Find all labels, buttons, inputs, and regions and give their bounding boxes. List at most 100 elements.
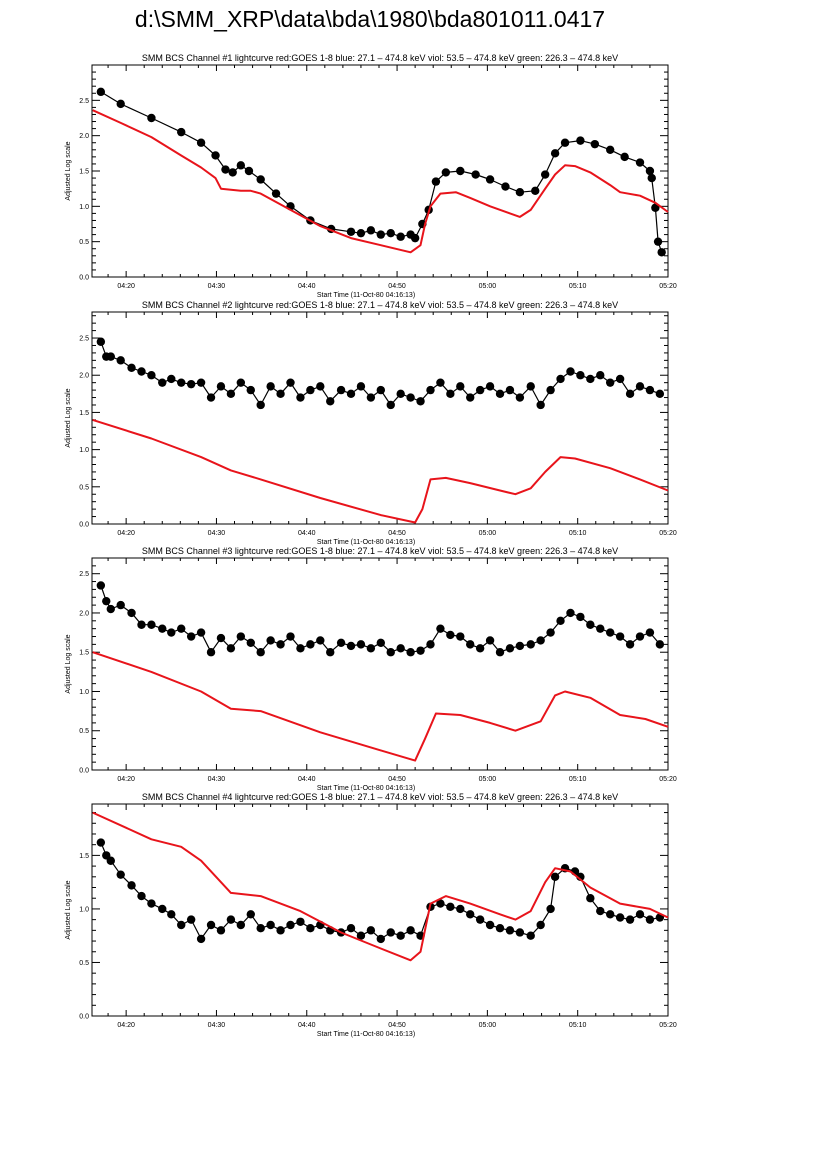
bcs-data-point <box>531 186 540 195</box>
panel-title: SMM BCS Channel #3 lightcurve red:GOES 1… <box>142 546 618 556</box>
bcs-data-point <box>546 904 555 914</box>
bcs-data-point <box>96 581 106 590</box>
bcs-data-point <box>546 385 555 395</box>
bcs-data-point <box>326 397 335 406</box>
bcs-data-point <box>386 400 395 410</box>
x-tick-label: 04:40 <box>298 283 316 290</box>
bcs-data-point <box>236 920 246 930</box>
bcs-data-point <box>244 166 254 176</box>
bcs-data-point <box>127 363 136 372</box>
x-tick-label: 04:50 <box>388 530 406 537</box>
bcs-data-point <box>196 628 206 637</box>
bcs-data-point <box>226 389 236 399</box>
x-tick-label: 05:00 <box>479 1022 497 1029</box>
bcs-data-point <box>635 382 645 391</box>
bcs-data-point <box>456 632 465 641</box>
goes-curve <box>92 651 669 762</box>
x-tick-label: 05:00 <box>479 283 497 290</box>
bcs-data-point <box>147 371 156 380</box>
bcs-data-point <box>216 633 226 643</box>
bcs-data-point <box>596 906 605 916</box>
bcs-curve <box>100 91 663 253</box>
bcs-data-point <box>137 891 146 901</box>
bcs-data-point <box>266 382 275 391</box>
x-tick-label: 04:40 <box>298 1022 316 1029</box>
y-axis-label: Adjusted Log scale <box>65 880 72 939</box>
x-tick-label: 04:30 <box>208 776 226 783</box>
bcs-data-point <box>196 378 206 387</box>
bcs-data-point <box>236 632 246 641</box>
main-title: d:\SMM_XRP\data\bda\1980\bda801011.0417 <box>134 6 606 32</box>
bcs-data-point <box>526 382 535 391</box>
bcs-data-point <box>336 638 346 647</box>
bcs-data-point <box>147 899 156 908</box>
bcs-data-point <box>346 924 356 933</box>
bcs-curve <box>100 341 661 406</box>
bcs-data-point <box>466 910 475 919</box>
y-tick-label: 2.5 <box>79 98 89 105</box>
bcs-data-point <box>426 385 435 395</box>
x-tick-label: 04:20 <box>117 1022 135 1029</box>
bcs-data-point <box>495 389 505 399</box>
bcs-data-point <box>246 385 255 395</box>
panel-3: SMM BCS Channel #3 lightcurve red:GOES 1… <box>65 546 677 792</box>
bcs-data-point <box>515 641 525 651</box>
bcs-data-point <box>475 915 485 924</box>
y-tick-label: 2.0 <box>79 373 89 380</box>
bcs-data-point <box>586 894 595 903</box>
bcs-data-point <box>116 870 125 879</box>
bcs-data-point <box>366 226 376 235</box>
bcs-data-point <box>102 596 111 606</box>
bcs-data-point <box>576 371 585 380</box>
bcs-data-point <box>326 648 335 657</box>
bcs-data-point <box>426 640 435 649</box>
bcs-data-point <box>246 638 255 647</box>
bcs-data-point <box>625 389 635 399</box>
goes-curve <box>92 109 669 254</box>
bcs-data-point <box>635 910 645 919</box>
bcs-data-point <box>366 926 376 935</box>
bcs-data-point <box>653 237 663 246</box>
bcs-data-point <box>236 161 246 170</box>
panel-1: SMM BCS Channel #1 lightcurve red:GOES 1… <box>65 53 677 299</box>
bcs-data-point <box>590 139 600 149</box>
bcs-data-point <box>566 608 575 618</box>
bcs-data-point <box>216 926 226 935</box>
bcs-data-point <box>177 920 186 930</box>
x-tick-label: 04:30 <box>208 283 226 290</box>
bcs-data-point <box>306 385 315 395</box>
bcs-data-point <box>406 926 415 935</box>
bcs-data-point <box>226 644 236 653</box>
bcs-data-point <box>586 620 595 629</box>
bcs-data-point <box>505 385 515 395</box>
bcs-data-point <box>396 931 405 940</box>
bcs-data-point <box>596 624 605 633</box>
bcs-data-point <box>526 931 535 940</box>
bcs-data-point <box>625 640 635 649</box>
bcs-data-point <box>456 166 465 176</box>
bcs-data-point <box>236 378 246 387</box>
bcs-data-point <box>356 640 366 649</box>
bcs-data-point <box>306 924 315 933</box>
bcs-data-point <box>147 113 156 123</box>
bcs-data-point <box>266 920 275 930</box>
bcs-data-point <box>556 616 565 626</box>
bcs-data-point <box>505 644 515 653</box>
bcs-data-point <box>416 397 425 406</box>
bcs-data-point <box>366 393 376 402</box>
plot-frame <box>91 803 669 1017</box>
x-tick-label: 04:20 <box>117 776 135 783</box>
bcs-data-point <box>416 646 425 655</box>
bcs-data-point <box>296 393 305 402</box>
x-tick-label: 04:30 <box>208 1022 226 1029</box>
bcs-data-point <box>645 166 655 176</box>
y-tick-label: 1.5 <box>79 853 89 860</box>
bcs-data-point <box>266 636 275 645</box>
bcs-data-point <box>495 924 505 933</box>
bcs-data-point <box>177 378 186 387</box>
x-axis-label: Start Time (11-Oct-80 04:16:13) <box>317 539 415 546</box>
bcs-data-point <box>550 872 560 882</box>
x-tick-label: 04:40 <box>298 776 316 783</box>
y-axis-label: Adjusted Log scale <box>65 141 72 200</box>
x-tick-label: 05:10 <box>569 283 587 290</box>
